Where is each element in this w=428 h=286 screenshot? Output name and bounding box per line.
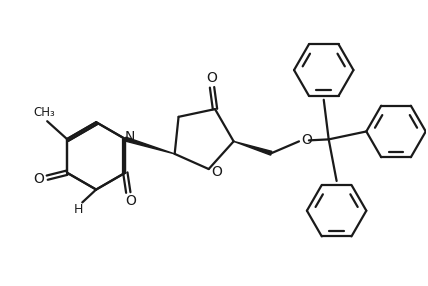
Text: O: O: [207, 72, 217, 86]
Text: O: O: [211, 165, 222, 179]
Text: O: O: [125, 194, 136, 208]
Polygon shape: [125, 137, 175, 154]
Text: N: N: [125, 130, 135, 144]
Text: H: H: [74, 203, 83, 216]
Text: O: O: [301, 133, 312, 147]
Text: O: O: [33, 172, 44, 186]
Polygon shape: [234, 141, 272, 155]
Text: CH₃: CH₃: [33, 106, 55, 119]
